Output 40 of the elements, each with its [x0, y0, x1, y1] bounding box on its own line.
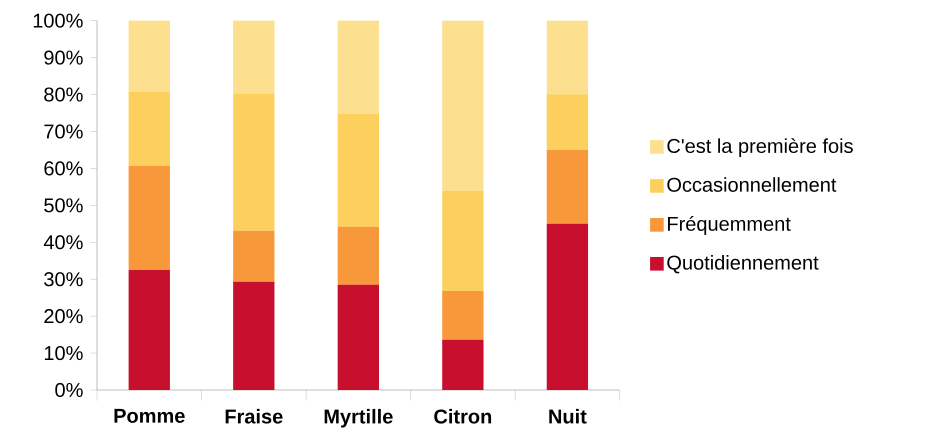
legend-label: Occasionnellement — [667, 177, 836, 192]
y-tick-label: 80% — [44, 87, 83, 102]
x-tick-label: Nuit — [549, 408, 587, 424]
legend-label: Quotidiennement — [667, 255, 819, 274]
y-tick-label: 20% — [44, 309, 83, 324]
y-tick-label: 0% — [55, 382, 83, 398]
bar — [233, 94, 274, 231]
bar — [128, 20, 170, 92]
bar — [128, 92, 170, 166]
bar — [233, 20, 274, 94]
bar — [442, 291, 484, 340]
y-tick-label: 90% — [44, 50, 83, 65]
y-tick-label: 30% — [44, 272, 83, 286]
y-tick-label: 40% — [44, 235, 83, 250]
bar — [546, 150, 588, 224]
bar — [546, 94, 588, 150]
y-tick-label: 60% — [44, 161, 83, 176]
bar — [546, 224, 588, 390]
x-tick-label: Fraise — [226, 408, 283, 424]
x-tick-label: Citron — [434, 408, 492, 424]
bar — [442, 340, 484, 390]
y-tick-label: 10% — [44, 346, 83, 360]
y-tick-label: 100% — [34, 14, 83, 28]
bar — [233, 282, 274, 390]
bar — [442, 20, 484, 191]
y-tick-label: 70% — [44, 124, 83, 139]
legend-label: C'est la première fois — [667, 138, 853, 157]
bar — [233, 230, 274, 282]
x-tick-label: Pomme — [114, 408, 185, 423]
x-tick-label: Myrtille — [324, 408, 393, 428]
y-tick-label: 50% — [44, 198, 83, 212]
bar — [338, 226, 380, 285]
bar — [338, 114, 380, 227]
bar — [546, 20, 588, 95]
bar — [128, 166, 170, 270]
bar — [338, 284, 380, 390]
bar — [442, 190, 484, 292]
legend-label: Fréquemment — [668, 216, 791, 235]
bar — [338, 20, 380, 114]
bar — [128, 270, 170, 390]
